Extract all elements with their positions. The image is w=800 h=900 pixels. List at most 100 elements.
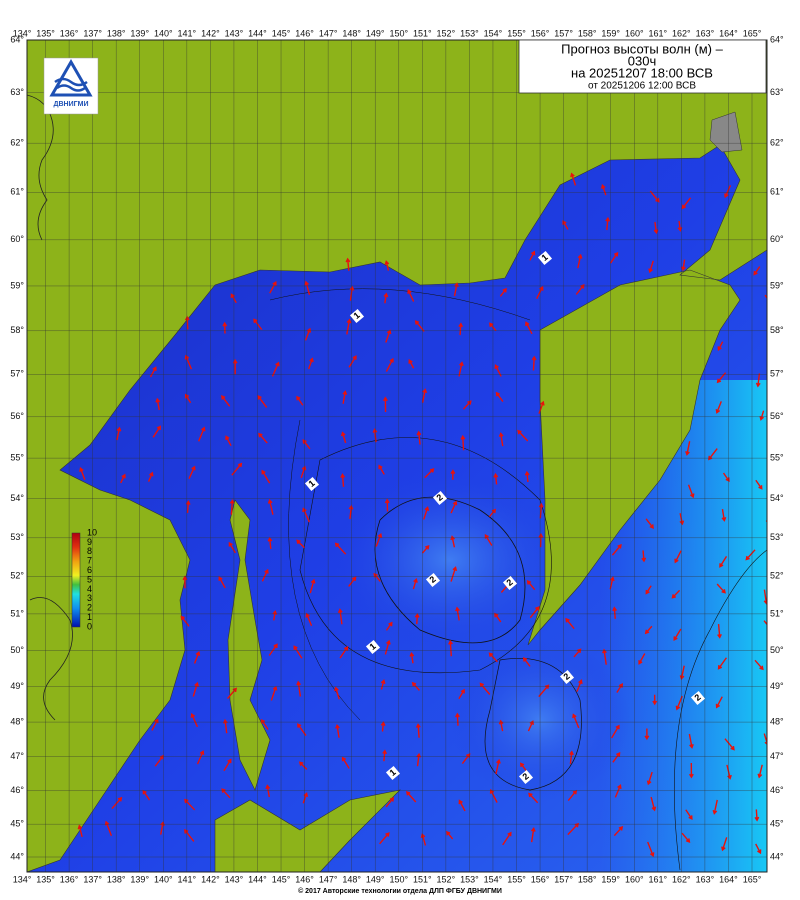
lat-label-right: 50° (770, 645, 784, 655)
wave-direction-arrow (269, 281, 277, 294)
wave-direction-arrow (616, 683, 623, 693)
logo-box (43, 57, 99, 115)
wave-direction-arrow (565, 617, 575, 630)
lon-label-bottom: 147° (319, 874, 338, 884)
lon-label-top: 145° (272, 28, 291, 38)
colorbar-label: 0 (87, 621, 92, 631)
wave-direction-arrow (421, 388, 428, 403)
lat-label-right: 53° (770, 532, 784, 542)
lat-label-right: 54° (770, 493, 784, 503)
wave-direction-arrow (111, 796, 123, 809)
lat-label-left: 60° (10, 234, 24, 244)
lon-label-top: 150° (389, 28, 408, 38)
wave-direction-arrow (190, 712, 199, 728)
lat-label-right: 60° (770, 234, 784, 244)
wave-direction-arrow (612, 606, 617, 619)
coastline (27, 144, 767, 872)
contour (674, 549, 767, 871)
wave-direction-arrow (601, 184, 607, 196)
wave-direction-arrow (724, 185, 732, 199)
wave-direction-arrow (348, 504, 354, 520)
contour (299, 437, 552, 674)
lat-label-left: 53° (10, 532, 24, 542)
wave-direction-arrow (576, 679, 583, 692)
lat-label-right: 44° (770, 851, 784, 861)
lon-label-top: 147° (319, 28, 338, 38)
wave-direction-arrow (385, 357, 394, 372)
subtitle: от 20251206 12:00 ВСВ (588, 81, 696, 92)
wave-direction-arrow (231, 462, 243, 476)
wave-direction-arrow (755, 373, 761, 388)
lon-label-bottom: 135° (36, 874, 55, 884)
lon-label-bottom: 142° (201, 874, 220, 884)
wave-direction-arrow (721, 509, 727, 522)
wave-direction-arrow (674, 550, 682, 564)
wave-direction-arrow (717, 341, 724, 351)
wave-direction-arrow (267, 536, 273, 550)
wave-direction-arrow (379, 832, 390, 845)
wave-direction-arrow (253, 318, 263, 331)
wave-direction-arrow (499, 287, 507, 297)
lon-label-bottom: 157° (554, 874, 573, 884)
wave-direction-arrow (407, 289, 415, 302)
wave-direction-arrow (308, 357, 314, 370)
lon-label-top: 161° (648, 28, 667, 38)
wave-direction-arrow (458, 361, 464, 377)
colorbar-label: 1 (87, 612, 92, 622)
wave-direction-arrow (384, 498, 390, 512)
wave-direction-arrow (375, 532, 383, 547)
lon-label-top: 134° (13, 28, 32, 38)
contour-label: 1 (367, 641, 377, 652)
wave-direction-arrow (538, 400, 545, 414)
lon-label-bottom: 163° (696, 874, 715, 884)
title-line: на 20251207 18:00 ВСВ (571, 65, 713, 80)
wave-direction-arrow (685, 441, 691, 456)
contour-label-box (518, 769, 534, 785)
colorbar-label: 9 (87, 537, 92, 547)
wave-direction-arrow (260, 718, 269, 730)
contour-label: 2 (427, 574, 437, 585)
land-mass (227, 499, 271, 791)
wave-direction-arrow (755, 479, 763, 490)
wave-direction-arrow (268, 643, 278, 656)
wave-direction-arrow (222, 321, 228, 334)
wave-direction-arrow (309, 578, 316, 594)
wave-direction-arrow (479, 682, 491, 695)
lon-label-bottom: 162° (672, 874, 691, 884)
lon-label-top: 164° (719, 28, 738, 38)
wave-direction-arrow (612, 752, 621, 763)
wave-direction-arrow (569, 750, 574, 764)
lon-label-bottom: 146° (295, 874, 314, 884)
wave-direction-arrow (605, 216, 611, 231)
wave-direction-arrow (120, 473, 126, 484)
lat-label-left: 51° (10, 608, 24, 618)
wave-direction-arrow (424, 468, 435, 479)
wave-direction-arrow (340, 473, 346, 487)
wave-direction-arrow (570, 172, 577, 186)
wave-direction-arrow (196, 750, 205, 765)
wave-direction-arrow (685, 809, 693, 821)
wave-direction-arrow (681, 832, 691, 843)
lon-label-bottom: 136° (60, 874, 79, 884)
logo-waves (54, 77, 88, 92)
wave-direction-arrow (184, 393, 192, 404)
contour-label: 2 (504, 577, 514, 588)
colorbar-label: 8 (87, 546, 92, 556)
wave-direction-arrow (198, 426, 206, 442)
lon-label-bottom: 137° (83, 874, 102, 884)
wave-direction-arrow (384, 639, 391, 655)
wave-direction-arrow (495, 758, 501, 775)
wave-direction-arrow (755, 843, 762, 855)
wave-direction-arrow (415, 723, 421, 738)
wave-direction-arrow (517, 429, 529, 442)
lon-label-top: 144° (248, 28, 267, 38)
lon-label-bottom: 151° (413, 874, 432, 884)
wave-direction-arrow (348, 355, 357, 368)
lat-label-right: 56° (770, 411, 784, 421)
contour-label: 2 (434, 492, 444, 503)
wave-direction-arrow (339, 645, 349, 659)
lon-label-top: 137° (83, 28, 102, 38)
lon-label-bottom: 155° (507, 874, 526, 884)
lon-label-top: 142° (201, 28, 220, 38)
lat-label-left: 47° (10, 751, 24, 761)
